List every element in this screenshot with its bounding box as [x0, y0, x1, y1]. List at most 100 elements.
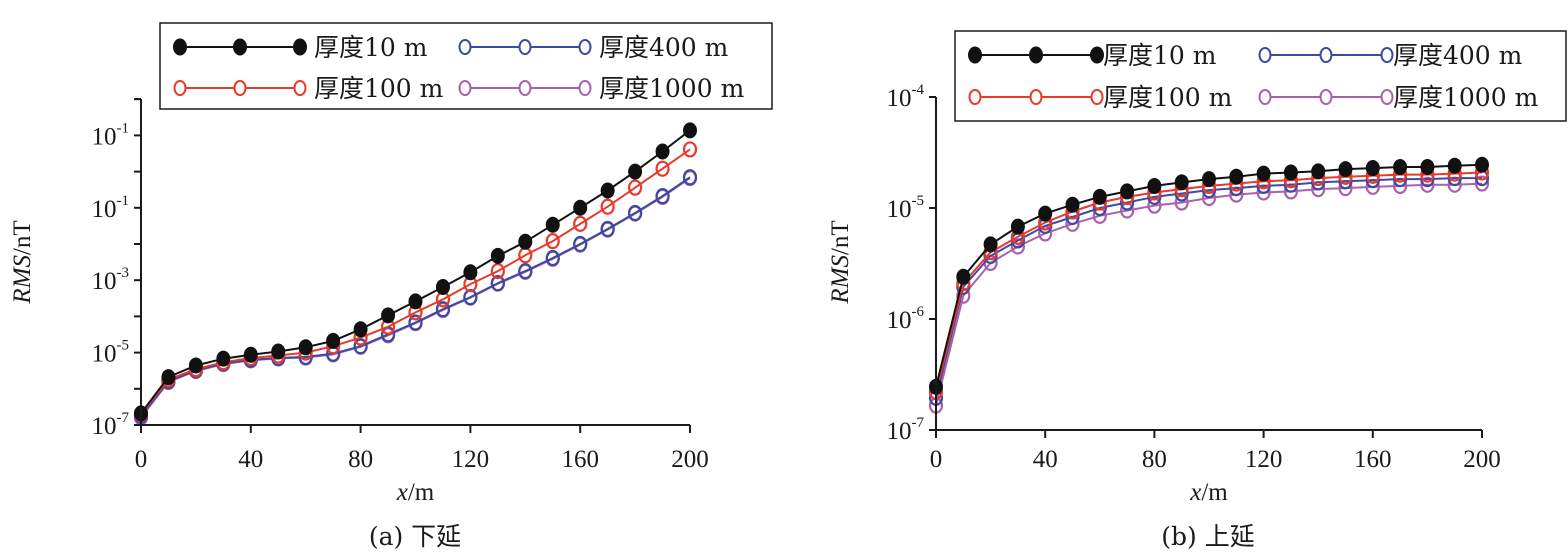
y-tick-label: 10-5 [887, 193, 925, 223]
y-tick-exponent: -7 [912, 415, 925, 431]
legend-b: 厚度10 m 厚度100 m 厚度400 m 厚度1000 m [954, 30, 1567, 122]
data-point [1338, 161, 1353, 178]
data-point [627, 204, 643, 222]
legend-item: 厚度10 m [173, 33, 428, 62]
data-point [600, 182, 615, 199]
y-tick-base: 10 [887, 418, 912, 445]
y-tick-base: 10 [887, 307, 912, 334]
series-厚度100-m [928, 164, 1490, 401]
data-point [326, 332, 341, 349]
data-point [353, 338, 368, 355]
y-tick-label: 10-1 [92, 193, 130, 223]
data-point [1447, 157, 1462, 174]
x-tick-label: 80 [1142, 446, 1167, 473]
series-厚度1000-m [928, 175, 1490, 414]
data-point [1474, 175, 1490, 192]
legend-marker [1380, 47, 1394, 63]
y-tick-label: 10-6 [887, 304, 925, 334]
legend-item: 厚度1000 m [458, 74, 745, 103]
y-tick-base: 10 [92, 196, 117, 223]
data-point [518, 233, 533, 250]
legend-marker [1319, 89, 1333, 105]
x-tick-label: 80 [348, 446, 373, 473]
data-point [1174, 174, 1189, 191]
data-point [655, 188, 670, 205]
data-point [628, 163, 643, 180]
x-axis-label: x/m [1189, 479, 1228, 506]
legend-marker [1090, 89, 1104, 105]
legend-label: 厚度100 m [1103, 83, 1233, 112]
data-point [655, 143, 670, 160]
data-point [682, 169, 698, 186]
data-point [1065, 196, 1080, 213]
y-tick-exponent: -5 [912, 193, 925, 209]
legend-item: 厚度10 m [968, 41, 1217, 70]
x-tick-label: 40 [238, 446, 263, 473]
data-point [298, 339, 313, 356]
y-tick-exponent: -6 [912, 304, 925, 320]
series-厚度10-m [929, 156, 1489, 395]
legend-marker [1380, 89, 1394, 105]
y-tick-label: 10-7 [887, 415, 925, 445]
legend-item: 厚度100 m [968, 83, 1233, 112]
data-point [1229, 168, 1244, 185]
legend-item: 厚度400 m [1258, 41, 1523, 70]
y-tick-base: 10 [92, 413, 117, 440]
x-tick-label: 160 [1354, 446, 1392, 473]
data-point [545, 233, 560, 250]
legend-a: 厚度10 m 厚度100 m 厚度400 m 厚度1000 m [159, 22, 773, 110]
legend-marker [1258, 89, 1272, 105]
data-point [1475, 156, 1489, 173]
y-tick-base: 10 [887, 85, 912, 112]
data-point [573, 215, 588, 232]
data-point [683, 122, 697, 139]
y-axis-label: RMS/nT [9, 220, 36, 304]
data-point [518, 263, 533, 280]
y-tick-base: 10 [92, 341, 117, 368]
x-tick-label: 0 [135, 446, 148, 473]
y-tick-base: 10 [92, 123, 117, 150]
data-point [682, 141, 698, 158]
legend-marker [578, 80, 592, 96]
plot-area-a [133, 122, 698, 426]
y-tick-base: 10 [887, 196, 912, 223]
chart-panel-b: 10-710-610-510-40 40 80 120 160 200x/mRMS/nT … [827, 30, 1567, 551]
legend-marker [233, 80, 247, 96]
data-point [1038, 205, 1053, 222]
legend-marker [458, 80, 472, 96]
legend-marker [293, 38, 307, 56]
series-line [140, 148, 691, 415]
x-tick-label: 200 [671, 446, 709, 473]
x-axis-label: x/m [396, 479, 435, 506]
y-tick-label: 10-1 [92, 120, 130, 150]
data-point [1311, 163, 1326, 180]
legend-marker [968, 46, 982, 64]
legend-label: 厚度100 m [314, 74, 444, 103]
data-point [600, 198, 615, 215]
axes-a: 10-710-510-310-110-10 40 80 120 160 200x/mRMS… [9, 98, 709, 506]
legend-marker [173, 80, 187, 96]
legend-marker [233, 38, 247, 56]
data-point [1092, 188, 1107, 205]
y-tick-label: 10-4 [887, 82, 925, 112]
data-point [545, 249, 560, 267]
caption-b: (b) 上延 [1161, 522, 1254, 551]
series-厚度400-m [928, 169, 1490, 406]
legend-marker [1258, 47, 1272, 63]
y-axis-label: RMS/nT [827, 220, 854, 304]
y-tick-label: 10-5 [92, 338, 130, 368]
data-point [271, 343, 286, 360]
y-tick-base: 10 [92, 268, 117, 295]
data-point [545, 216, 560, 233]
legend-marker [518, 80, 532, 96]
legend-marker [968, 89, 982, 105]
legend-marker [173, 38, 187, 56]
legend-marker [1029, 89, 1043, 105]
data-point [1256, 165, 1271, 182]
data-point [1420, 159, 1435, 176]
x-tick-label: 120 [1245, 446, 1283, 473]
series-line [935, 177, 1482, 399]
data-point [490, 247, 505, 264]
legend-label: 厚度1000 m [599, 74, 745, 103]
